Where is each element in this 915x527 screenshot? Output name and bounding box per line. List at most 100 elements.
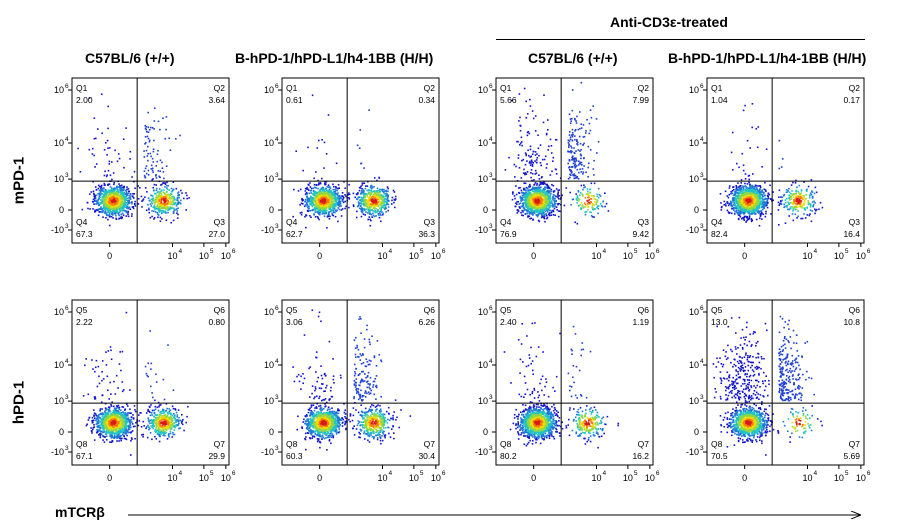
event-dot [376, 211, 378, 213]
event-dot [364, 187, 367, 190]
event-dot [125, 195, 128, 197]
event-dot [543, 217, 546, 220]
event-dot [98, 204, 100, 207]
event-dot [309, 209, 312, 212]
event-dot [168, 208, 170, 210]
event-dot [150, 201, 153, 203]
event-dot [161, 207, 163, 209]
event-dot [372, 204, 375, 207]
event-dot [577, 190, 580, 192]
event-dot [366, 194, 369, 197]
event-dot [520, 189, 523, 192]
event-dot [112, 193, 114, 196]
event-dot [165, 219, 168, 221]
event-dot [534, 195, 536, 198]
event-dot [555, 199, 557, 202]
event-dot [521, 191, 523, 194]
event-dot [571, 135, 574, 138]
event-dot [81, 208, 84, 211]
event-dot [576, 168, 579, 171]
event-dot [175, 187, 178, 190]
event-dot [553, 203, 556, 206]
event-dot [368, 202, 371, 204]
event-dot [534, 194, 537, 196]
event-dot [548, 209, 551, 212]
event-dot [543, 182, 545, 185]
event-dot [607, 210, 610, 212]
event-dot [532, 201, 535, 203]
event-dot [744, 215, 747, 218]
event-dot [370, 184, 372, 187]
event-dot [91, 147, 94, 150]
event-dot [123, 195, 125, 198]
event-dot [524, 205, 527, 208]
event-dot [336, 189, 338, 192]
event-dot [143, 156, 146, 158]
event-dot [104, 199, 107, 202]
event-dot [328, 190, 330, 192]
event-dot [556, 209, 558, 211]
event-dot [162, 203, 165, 206]
event-dot [573, 147, 575, 149]
event-dot [158, 204, 161, 206]
event-dot [304, 198, 307, 201]
event-dot [559, 210, 561, 213]
event-dot [376, 194, 378, 196]
event-dot [98, 195, 101, 198]
event-dot [523, 182, 525, 184]
event-dot [163, 177, 165, 180]
event-dot [365, 185, 367, 187]
event-dot [600, 202, 602, 205]
event-dot [127, 206, 129, 209]
event-dot [94, 211, 96, 213]
event-dot [537, 209, 539, 212]
event-dot [576, 140, 578, 143]
event-dot [107, 199, 109, 201]
event-dot [531, 110, 534, 112]
event-dot [322, 201, 324, 204]
quadrant-name: Q2 [424, 83, 436, 93]
event-dot [324, 198, 326, 201]
event-dot [763, 191, 765, 194]
event-dot [381, 197, 383, 199]
event-dot [582, 136, 585, 138]
event-dot [141, 200, 143, 202]
event-dot [162, 171, 165, 173]
event-dot [102, 187, 104, 190]
event-dot [159, 205, 161, 208]
event-dot [527, 113, 529, 115]
event-dot [310, 195, 312, 198]
event-dot [375, 195, 378, 198]
event-dot [126, 192, 129, 195]
event-dot [329, 202, 332, 205]
event-dot [537, 214, 539, 216]
event-dot [107, 147, 109, 149]
event-dot [546, 214, 548, 217]
event-dot [526, 171, 529, 173]
event-dot [337, 202, 339, 205]
event-dot [124, 203, 126, 206]
event-dot [113, 197, 115, 200]
event-dot [543, 209, 546, 211]
event-dot [576, 202, 578, 204]
event-dot [545, 132, 548, 135]
y-tick-exponent: 3 [65, 172, 69, 179]
event-dot [320, 208, 323, 211]
event-dot [546, 211, 549, 213]
event-dot [579, 194, 581, 196]
event-dot [536, 186, 539, 189]
event-dot [108, 208, 111, 210]
event-dot [148, 139, 151, 142]
event-dot [529, 217, 531, 220]
event-dot [542, 121, 545, 124]
event-dot [127, 188, 130, 190]
event-dot [552, 160, 554, 162]
event-dot [331, 200, 333, 203]
event-dot [358, 147, 361, 149]
event-dot [574, 165, 577, 168]
event-dot [335, 186, 337, 188]
event-dot [380, 209, 382, 211]
event-dot [106, 139, 109, 142]
event-dot [131, 201, 133, 203]
event-dot [518, 206, 521, 208]
